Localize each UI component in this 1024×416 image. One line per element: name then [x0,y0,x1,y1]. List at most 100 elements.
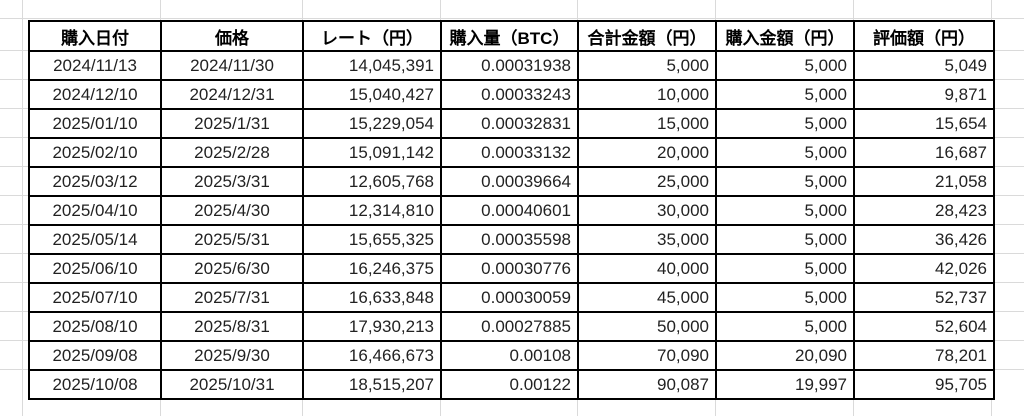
table-cell[interactable]: 2025/06/10 [28,253,162,284]
table-cell[interactable]: 30,000 [577,195,717,226]
table-cell[interactable]: 5,000 [715,108,855,139]
column-header[interactable]: レート（円） [302,20,442,52]
table-cell[interactable]: 5,000 [577,50,717,81]
table-cell[interactable]: 2025/5/31 [160,224,304,255]
table-cell[interactable]: 2025/2/28 [160,137,304,168]
column-header[interactable]: 合計金額（円） [577,20,717,52]
table-cell[interactable]: 0.00035598 [440,224,579,255]
table-cell[interactable]: 0.00039664 [440,166,579,197]
table-cell[interactable]: 2025/10/31 [160,369,304,400]
table-cell[interactable]: 5,000 [715,253,855,284]
table-row: 2025/02/10 2025/2/28 15,091,142 0.00033132 2… [28,137,995,168]
table-cell[interactable]: 90,087 [577,369,717,400]
table-cell[interactable]: 70,090 [577,340,717,371]
table-cell[interactable]: 2024/12/31 [160,79,304,110]
table-cell[interactable]: 0.00033132 [440,137,579,168]
table-cell[interactable]: 15,040,427 [302,79,442,110]
table-cell[interactable]: 5,049 [853,50,995,81]
table-cell[interactable]: 40,000 [577,253,717,284]
table-cell[interactable]: 17,930,213 [302,311,442,342]
table-cell[interactable]: 52,737 [853,282,995,313]
table-header: 購入日付 価格 レート（円） 購入量（BTC） 合計金額（円） 購入金額（円） 評価額（円） [28,20,995,52]
table-cell[interactable]: 2025/07/10 [28,282,162,313]
table-cell[interactable]: 16,466,673 [302,340,442,371]
table-cell[interactable]: 0.00032831 [440,108,579,139]
table-cell[interactable]: 12,605,768 [302,166,442,197]
table-cell[interactable]: 19,997 [715,369,855,400]
table-cell[interactable]: 0.00040601 [440,195,579,226]
table-cell[interactable]: 5,000 [715,79,855,110]
column-header[interactable]: 評価額（円） [853,20,995,52]
table-cell[interactable]: 16,246,375 [302,253,442,284]
table-cell[interactable]: 2025/08/10 [28,311,162,342]
table-row: 2025/06/10 2025/6/30 16,246,375 0.00030776 4… [28,253,995,284]
table-cell[interactable]: 16,633,848 [302,282,442,313]
table-cell[interactable]: 5,000 [715,137,855,168]
table-cell[interactable]: 78,201 [853,340,995,371]
table-cell[interactable]: 15,654 [853,108,995,139]
table-cell[interactable]: 5,000 [715,166,855,197]
table-cell[interactable]: 2024/12/10 [28,79,162,110]
column-header[interactable]: 購入量（BTC） [440,20,579,52]
table-cell[interactable]: 5,000 [715,195,855,226]
table-cell[interactable]: 10,000 [577,79,717,110]
table-cell[interactable]: 20,000 [577,137,717,168]
table-cell[interactable]: 28,423 [853,195,995,226]
table-cell[interactable]: 0.00033243 [440,79,579,110]
table-cell[interactable]: 0.00031938 [440,50,579,81]
table-row: 2025/09/08 2025/9/30 16,466,673 0.00108 70,0… [28,340,995,371]
table-row: 2025/07/10 2025/7/31 16,633,848 0.00030059 4… [28,282,995,313]
table-cell[interactable]: 5,000 [715,224,855,255]
table-cell[interactable]: 0.00122 [440,369,579,400]
table-cell[interactable]: 52,604 [853,311,995,342]
table-row: 2024/12/10 2024/12/31 15,040,427 0.00033243… [28,79,995,110]
table-cell[interactable]: 42,026 [853,253,995,284]
table-cell[interactable]: 5,000 [715,282,855,313]
table-cell[interactable]: 15,229,054 [302,108,442,139]
table-cell[interactable]: 2025/02/10 [28,137,162,168]
table-header-row: 購入日付 価格 レート（円） 購入量（BTC） 合計金額（円） 購入金額（円） 評価額（円） [28,20,995,52]
table-cell[interactable]: 2025/3/31 [160,166,304,197]
table-cell[interactable]: 18,515,207 [302,369,442,400]
table-cell[interactable]: 20,090 [715,340,855,371]
table-cell[interactable]: 2025/9/30 [160,340,304,371]
table-cell[interactable]: 2025/05/14 [28,224,162,255]
table-cell[interactable]: 25,000 [577,166,717,197]
table-cell[interactable]: 15,655,325 [302,224,442,255]
table-cell[interactable]: 2025/01/10 [28,108,162,139]
table-cell[interactable]: 35,000 [577,224,717,255]
table-cell[interactable]: 9,871 [853,79,995,110]
table-cell[interactable]: 95,705 [853,369,995,400]
table-cell[interactable]: 0.00108 [440,340,579,371]
table-cell[interactable]: 36,426 [853,224,995,255]
table-cell[interactable]: 2025/03/12 [28,166,162,197]
table-row: 2025/05/14 2025/5/31 15,655,325 0.00035598 3… [28,224,995,255]
table-cell[interactable]: 2025/6/30 [160,253,304,284]
table-cell[interactable]: 2025/8/31 [160,311,304,342]
column-header[interactable]: 価格 [160,20,304,52]
table-cell[interactable]: 2025/10/08 [28,369,162,400]
table-cell[interactable]: 50,000 [577,311,717,342]
table-cell[interactable]: 16,687 [853,137,995,168]
column-header[interactable]: 購入日付 [28,20,162,52]
table-cell[interactable]: 2025/1/31 [160,108,304,139]
table-cell[interactable]: 0.00027885 [440,311,579,342]
table-cell[interactable]: 2024/11/30 [160,50,304,81]
table-cell[interactable]: 2025/09/08 [28,340,162,371]
column-header[interactable]: 購入金額（円） [715,20,855,52]
table-cell[interactable]: 21,058 [853,166,995,197]
table-cell[interactable]: 5,000 [715,311,855,342]
table-cell[interactable]: 2025/7/31 [160,282,304,313]
table-cell[interactable]: 0.00030776 [440,253,579,284]
table-cell[interactable]: 2025/4/30 [160,195,304,226]
table-cell[interactable]: 2025/04/10 [28,195,162,226]
table-cell[interactable]: 12,314,810 [302,195,442,226]
table-cell[interactable]: 2024/11/13 [28,50,162,81]
table-cell[interactable]: 5,000 [715,50,855,81]
table-cell[interactable]: 15,000 [577,108,717,139]
table-cell[interactable]: 15,091,142 [302,137,442,168]
table-cell[interactable]: 0.00030059 [440,282,579,313]
table-cell[interactable]: 45,000 [577,282,717,313]
table-cell[interactable]: 14,045,391 [302,50,442,81]
